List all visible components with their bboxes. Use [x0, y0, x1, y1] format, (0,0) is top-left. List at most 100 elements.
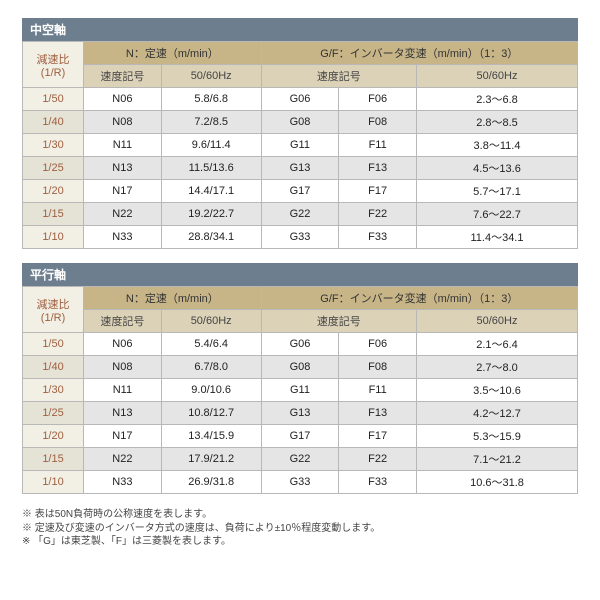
- cell-n-code: N33: [84, 226, 162, 249]
- table-row: 1/20N1714.4/17.1G17F175.7～17.1: [23, 180, 578, 203]
- cell-g-code: G33: [261, 471, 339, 494]
- table-row: 1/30N119.6/11.4G11F113.8～11.4: [23, 134, 578, 157]
- cell-gf-val: 5.7～17.1: [417, 180, 578, 203]
- table-row: 1/25N1311.5/13.6G13F134.5～13.6: [23, 157, 578, 180]
- col-n-val-header: 50/60Hz: [161, 310, 261, 333]
- cell-f-code: F33: [339, 471, 417, 494]
- col-gf-code-header: 速度記号: [261, 65, 416, 88]
- cell-gf-val: 2.1～6.4: [417, 333, 578, 356]
- cell-g-code: G17: [261, 180, 339, 203]
- cell-n-val: 11.5/13.6: [161, 157, 261, 180]
- cell-n-val: 17.9/21.2: [161, 448, 261, 471]
- cell-n-code: N11: [84, 379, 162, 402]
- col-gf-group-header: G/F：インバータ変速（m/min）（1：3）: [261, 42, 577, 65]
- cell-gf-val: 7.6～22.7: [417, 203, 578, 226]
- col-gf-val-header: 50/60Hz: [417, 310, 578, 333]
- speed-table-section: 平行軸減速比 (1/R)N：定速（m/min）G/F：インバータ変速（m/min…: [22, 263, 578, 494]
- cell-ratio: 1/25: [23, 402, 84, 425]
- cell-g-code: G06: [261, 88, 339, 111]
- cell-f-code: F06: [339, 333, 417, 356]
- cell-f-code: F33: [339, 226, 417, 249]
- cell-n-val: 28.8/34.1: [161, 226, 261, 249]
- cell-f-code: F22: [339, 203, 417, 226]
- cell-n-code: N06: [84, 88, 162, 111]
- footnote-line: ※ 表は50N負荷時の公称速度を表します。: [22, 508, 578, 522]
- cell-n-val: 19.2/22.7: [161, 203, 261, 226]
- cell-n-code: N17: [84, 425, 162, 448]
- cell-n-code: N22: [84, 203, 162, 226]
- cell-g-code: G06: [261, 333, 339, 356]
- cell-f-code: F17: [339, 425, 417, 448]
- cell-g-code: G08: [261, 356, 339, 379]
- col-gf-val-header: 50/60Hz: [417, 65, 578, 88]
- cell-n-code: N22: [84, 448, 162, 471]
- cell-n-val: 13.4/15.9: [161, 425, 261, 448]
- cell-n-val: 9.0/10.6: [161, 379, 261, 402]
- cell-ratio: 1/30: [23, 379, 84, 402]
- section-title: 平行軸: [22, 263, 578, 286]
- table-row: 1/40N087.2/8.5G08F082.8～8.5: [23, 111, 578, 134]
- cell-gf-val: 5.3～15.9: [417, 425, 578, 448]
- cell-n-val: 26.9/31.8: [161, 471, 261, 494]
- cell-ratio: 1/40: [23, 356, 84, 379]
- cell-gf-val: 11.4～34.1: [417, 226, 578, 249]
- cell-g-code: G13: [261, 402, 339, 425]
- cell-n-code: N13: [84, 157, 162, 180]
- cell-n-val: 5.8/6.8: [161, 88, 261, 111]
- cell-gf-val: 3.8～11.4: [417, 134, 578, 157]
- table-row: 1/30N119.0/10.6G11F113.5～10.6: [23, 379, 578, 402]
- col-ratio-header: 減速比 (1/R): [23, 287, 84, 333]
- cell-f-code: F11: [339, 379, 417, 402]
- cell-ratio: 1/50: [23, 333, 84, 356]
- cell-ratio: 1/10: [23, 226, 84, 249]
- table-row: 1/25N1310.8/12.7G13F134.2～12.7: [23, 402, 578, 425]
- cell-n-val: 5.4/6.4: [161, 333, 261, 356]
- cell-ratio: 1/20: [23, 425, 84, 448]
- cell-ratio: 1/30: [23, 134, 84, 157]
- footnote-line: ※ 定速及び変速のインバータ方式の速度は、負荷により±10％程度変動します。: [22, 522, 578, 536]
- cell-n-val: 7.2/8.5: [161, 111, 261, 134]
- cell-f-code: F08: [339, 356, 417, 379]
- table-row: 1/10N3328.8/34.1G33F3311.4～34.1: [23, 226, 578, 249]
- cell-f-code: F17: [339, 180, 417, 203]
- table-row: 1/40N086.7/8.0G08F082.7～8.0: [23, 356, 578, 379]
- cell-f-code: F06: [339, 88, 417, 111]
- cell-f-code: F22: [339, 448, 417, 471]
- cell-g-code: G17: [261, 425, 339, 448]
- table-row: 1/10N3326.9/31.8G33F3310.6～31.8: [23, 471, 578, 494]
- col-n-group-header: N：定速（m/min）: [84, 287, 262, 310]
- cell-ratio: 1/50: [23, 88, 84, 111]
- cell-g-code: G11: [261, 379, 339, 402]
- cell-g-code: G08: [261, 111, 339, 134]
- table-row: 1/20N1713.4/15.9G17F175.3～15.9: [23, 425, 578, 448]
- cell-ratio: 1/20: [23, 180, 84, 203]
- table-row: 1/15N2219.2/22.7G22F227.6～22.7: [23, 203, 578, 226]
- cell-n-code: N11: [84, 134, 162, 157]
- cell-ratio: 1/15: [23, 448, 84, 471]
- speed-table: 減速比 (1/R)N：定速（m/min）G/F：インバータ変速（m/min）（1…: [22, 286, 578, 494]
- speed-table-section: 中空軸減速比 (1/R)N：定速（m/min）G/F：インバータ変速（m/min…: [22, 18, 578, 249]
- cell-n-code: N06: [84, 333, 162, 356]
- cell-gf-val: 4.5～13.6: [417, 157, 578, 180]
- cell-ratio: 1/10: [23, 471, 84, 494]
- col-ratio-header: 減速比 (1/R): [23, 42, 84, 88]
- cell-gf-val: 4.2～12.7: [417, 402, 578, 425]
- col-gf-code-header: 速度記号: [261, 310, 416, 333]
- cell-f-code: F11: [339, 134, 417, 157]
- section-title: 中空軸: [22, 18, 578, 41]
- footnote-line: ※ 「G」は東芝製、「F」は三菱製を表します。: [22, 535, 578, 549]
- col-n-group-header: N：定速（m/min）: [84, 42, 262, 65]
- col-n-val-header: 50/60Hz: [161, 65, 261, 88]
- cell-n-val: 14.4/17.1: [161, 180, 261, 203]
- table-row: 1/50N065.4/6.4G06F062.1～6.4: [23, 333, 578, 356]
- cell-n-val: 9.6/11.4: [161, 134, 261, 157]
- col-n-code-header: 速度記号: [84, 310, 162, 333]
- cell-n-code: N08: [84, 356, 162, 379]
- cell-g-code: G22: [261, 203, 339, 226]
- cell-g-code: G33: [261, 226, 339, 249]
- cell-gf-val: 2.8～8.5: [417, 111, 578, 134]
- cell-g-code: G22: [261, 448, 339, 471]
- cell-f-code: F08: [339, 111, 417, 134]
- cell-gf-val: 3.5～10.6: [417, 379, 578, 402]
- cell-gf-val: 2.7～8.0: [417, 356, 578, 379]
